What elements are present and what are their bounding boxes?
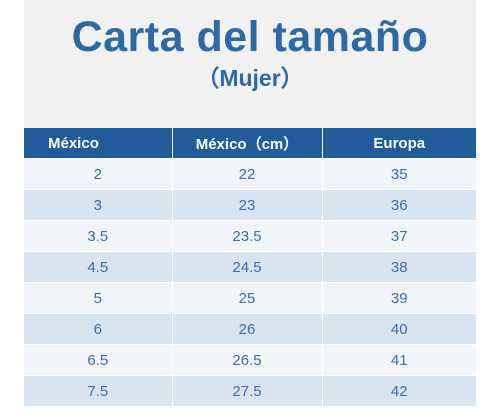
cell-europa: 36	[322, 189, 476, 221]
cell-mexico: 6	[24, 313, 173, 345]
column-header-europa: Europa	[322, 128, 476, 159]
cell-europa: 39	[322, 282, 476, 314]
cell-mexico: 6.5	[24, 344, 173, 376]
cell-mexico-cm: 26	[172, 313, 323, 345]
cell-mexico-cm: 24.5	[172, 251, 323, 283]
cell-mexico: 4.5	[24, 251, 173, 283]
cell-europa: 35	[322, 158, 476, 190]
table-row: 7.5 27.5 42	[24, 375, 476, 406]
column-header-mexico: México	[24, 128, 173, 159]
cell-mexico-cm: 25	[172, 282, 323, 314]
table-row: 2 22 35	[24, 158, 476, 190]
cell-mexico-cm: 23	[172, 189, 323, 221]
size-table: México México（cm） Europa 2 22 35 3 23 36…	[24, 128, 476, 406]
cell-europa: 37	[322, 220, 476, 252]
table-row: 5 25 39	[24, 282, 476, 314]
table-row: 6.5 26.5 41	[24, 344, 476, 376]
chart-header: Carta del tamaño （Mujer）	[24, 0, 476, 128]
cell-europa: 42	[322, 375, 476, 406]
table-row: 3 23 36	[24, 189, 476, 221]
cell-mexico: 3	[24, 189, 173, 221]
cell-mexico-cm: 22	[172, 158, 323, 190]
chart-subtitle: （Mujer）	[196, 65, 304, 91]
table-row: 3.5 23.5 37	[24, 220, 476, 252]
cell-mexico: 3.5	[24, 220, 173, 252]
cell-europa: 38	[322, 251, 476, 283]
column-header-mexico-cm: México（cm）	[172, 128, 323, 159]
cell-mexico-cm: 23.5	[172, 220, 323, 252]
table-header-row: México México（cm） Europa	[24, 128, 476, 159]
cell-mexico: 7.5	[24, 375, 173, 406]
chart-title: Carta del tamaño	[71, 13, 429, 61]
cell-mexico-cm: 26.5	[172, 344, 323, 376]
table-row: 6 26 40	[24, 313, 476, 345]
cell-mexico: 2	[24, 158, 173, 190]
cell-mexico: 5	[24, 282, 173, 314]
cell-europa: 41	[322, 344, 476, 376]
table-row: 4.5 24.5 38	[24, 251, 476, 283]
cell-europa: 40	[322, 313, 476, 345]
cell-mexico-cm: 27.5	[172, 375, 323, 406]
